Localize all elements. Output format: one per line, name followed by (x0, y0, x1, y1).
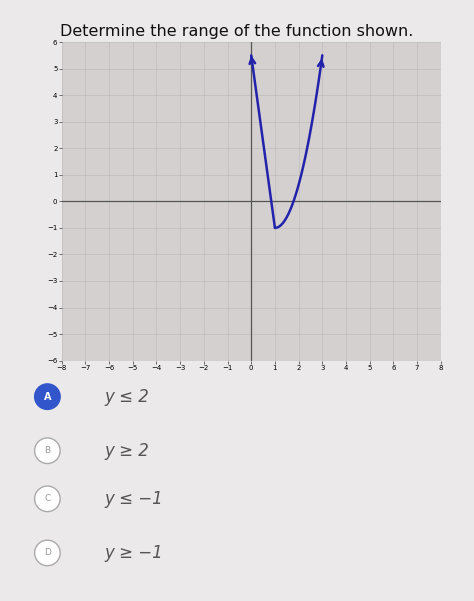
Circle shape (35, 540, 60, 566)
Text: Determine the range of the function shown.: Determine the range of the function show… (60, 24, 414, 39)
Circle shape (35, 384, 60, 409)
Circle shape (35, 438, 60, 463)
Circle shape (35, 486, 60, 511)
Text: A: A (44, 392, 51, 401)
Text: y ≥ −1: y ≥ −1 (104, 544, 163, 562)
Text: y ≤ −1: y ≤ −1 (104, 490, 163, 508)
Text: y ≤ 2: y ≤ 2 (104, 388, 149, 406)
Text: y ≥ 2: y ≥ 2 (104, 442, 149, 460)
Text: C: C (44, 495, 51, 503)
Text: B: B (45, 447, 50, 455)
Text: D: D (44, 549, 51, 557)
